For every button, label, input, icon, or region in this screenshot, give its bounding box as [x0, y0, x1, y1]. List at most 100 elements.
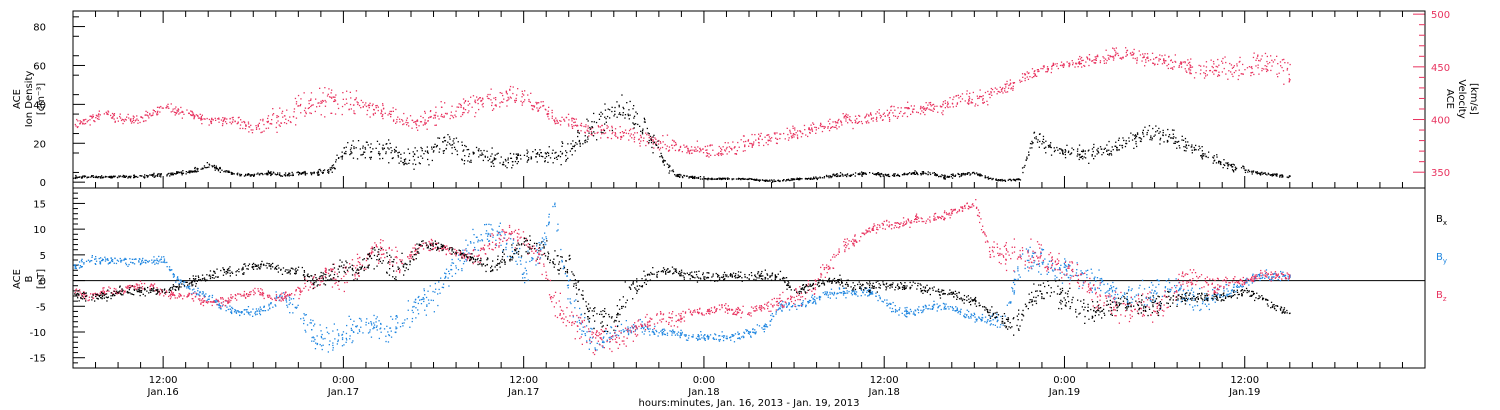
- ion-density-series-point: [962, 174, 964, 176]
- top-right-tick-label: 450: [1431, 63, 1450, 74]
- by-series-point: [176, 277, 179, 279]
- velocity-series-point: [1272, 61, 1274, 63]
- velocity-series-point: [443, 116, 445, 118]
- velocity-series-point: [1002, 92, 1004, 94]
- velocity-series-point: [1289, 79, 1291, 81]
- by-series: [73, 202, 1291, 353]
- by-series-point: [933, 300, 935, 302]
- ion-density-series-point: [792, 178, 794, 180]
- velocity-series-point: [924, 113, 926, 116]
- by-series-point: [606, 339, 608, 341]
- ion-density-series-point: [109, 175, 111, 178]
- velocity-series-point: [1132, 54, 1135, 56]
- velocity-series-point: [897, 115, 899, 118]
- ion-density-series-point: [750, 178, 752, 180]
- ion-density-series-point: [616, 101, 618, 103]
- by-series-point: [868, 294, 870, 297]
- velocity-series-point: [556, 119, 558, 121]
- velocity-series-point: [872, 117, 875, 119]
- velocity-series-point: [113, 118, 115, 120]
- by-series-point: [304, 314, 306, 316]
- velocity-series-point: [706, 152, 708, 154]
- ion-density-series-point: [97, 177, 99, 179]
- velocity-series-point: [434, 114, 437, 116]
- velocity-series-point: [96, 115, 98, 117]
- by-series-point: [415, 301, 417, 304]
- velocity-series-point: [1257, 64, 1259, 66]
- by-series-point: [511, 250, 514, 253]
- velocity-series-point: [1155, 57, 1157, 59]
- by-series-point: [764, 328, 766, 330]
- ion-density-series-point: [1013, 178, 1015, 180]
- velocity-series-point: [411, 127, 413, 129]
- velocity-series-point: [699, 147, 701, 149]
- ion-density-series-point: [457, 141, 459, 143]
- ion-density-series-point: [839, 175, 841, 177]
- ion-density-series-point: [336, 154, 338, 156]
- by-series-point: [591, 328, 593, 330]
- velocity-series-point: [840, 121, 842, 123]
- by-series-point: [172, 276, 175, 278]
- by-series-point: [346, 339, 348, 341]
- velocity-series-point: [736, 150, 738, 152]
- by-series-point: [537, 262, 539, 265]
- ion-density-series-point: [137, 176, 139, 178]
- by-series-point: [713, 338, 715, 340]
- velocity-series-point: [1047, 69, 1049, 71]
- velocity-series-point: [600, 129, 602, 131]
- velocity-series-point: [491, 104, 493, 107]
- velocity-series-point: [152, 112, 154, 114]
- velocity-series-point: [1276, 73, 1278, 75]
- ion-density-series-point: [944, 178, 946, 180]
- ion-density-series-point: [1135, 140, 1137, 143]
- velocity-series-point: [244, 122, 246, 124]
- velocity-series-point: [1063, 65, 1065, 67]
- by-series-point: [235, 312, 238, 314]
- velocity-series-point: [356, 101, 358, 103]
- by-series-point: [166, 266, 168, 268]
- ion-density-series-point: [544, 160, 546, 162]
- by-series-point: [769, 324, 771, 326]
- velocity-series-point: [1036, 69, 1039, 71]
- ion-density-series-point: [388, 139, 390, 141]
- ion-density-series-point: [1240, 167, 1243, 169]
- velocity-series-point: [1138, 50, 1140, 52]
- ion-density-series-point: [453, 146, 456, 148]
- by-series-point: [641, 321, 643, 323]
- velocity-series-point: [966, 102, 969, 104]
- velocity-series-point: [894, 109, 896, 111]
- by-series-point: [692, 334, 694, 336]
- ion-density-series-point: [718, 177, 720, 179]
- ion-density-series-point: [694, 175, 696, 178]
- by-series-point: [807, 301, 809, 303]
- ion-density-series-point: [436, 144, 438, 147]
- by-series-point: [652, 330, 654, 333]
- velocity-series-point: [324, 116, 326, 118]
- ion-density-series-point: [427, 152, 429, 154]
- velocity-series-point: [923, 108, 925, 111]
- velocity-series-point: [1257, 67, 1259, 69]
- by-series-point: [511, 246, 513, 249]
- velocity-series-point: [1152, 62, 1155, 64]
- by-series-point: [83, 262, 85, 264]
- by-series-point: [819, 296, 821, 299]
- velocity-series-point: [774, 132, 776, 134]
- velocity-series-point: [277, 115, 280, 118]
- by-series-point: [230, 311, 232, 313]
- ion-density-series-point: [102, 176, 104, 178]
- by-series-point: [634, 325, 636, 327]
- by-series-point: [173, 274, 175, 276]
- by-series-point: [380, 331, 382, 333]
- by-series-point: [170, 269, 172, 271]
- velocity-series-point: [551, 112, 553, 114]
- velocity-series-point: [175, 112, 178, 115]
- velocity-series-point: [720, 154, 723, 156]
- velocity-series-point: [610, 137, 613, 140]
- velocity-series-point: [728, 146, 731, 148]
- by-series-point: [156, 258, 158, 260]
- velocity-series-point: [790, 132, 792, 135]
- by-series-point: [387, 331, 389, 333]
- by-series-point: [586, 331, 588, 333]
- ion-density-series-point: [526, 152, 528, 155]
- velocity-series-point: [1217, 74, 1220, 76]
